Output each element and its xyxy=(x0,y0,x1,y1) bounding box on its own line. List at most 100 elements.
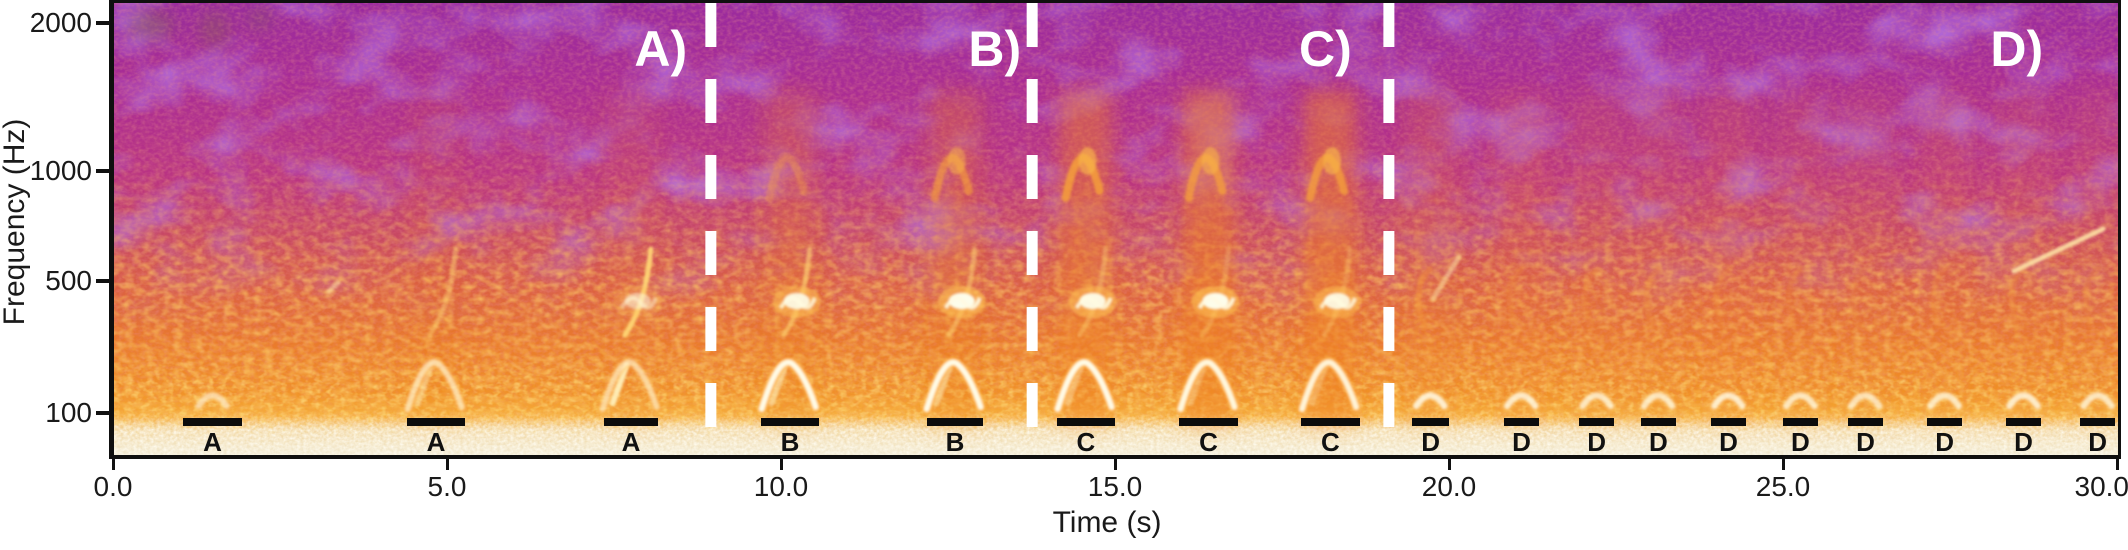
call-mid-arc xyxy=(1415,266,1434,330)
call-arch xyxy=(1504,392,1539,409)
call-chirp xyxy=(427,246,459,338)
call-mid-squiggle xyxy=(619,296,658,310)
y-tick-mark xyxy=(96,410,110,415)
faint-streak xyxy=(1430,254,1462,302)
faint-streak xyxy=(326,280,341,294)
x-tick-label: 20.0 xyxy=(1421,471,1477,502)
x-tick-mark xyxy=(2116,459,2119,470)
call-chirp-low xyxy=(1309,362,1330,406)
call-marker-letter: D xyxy=(1790,427,1810,457)
call-marker-bar xyxy=(1783,418,1818,426)
y-tick-label: 2000 xyxy=(29,6,92,38)
call-arch xyxy=(1783,392,1818,409)
call-marker-letter: C xyxy=(1199,427,1218,457)
call-energy-column xyxy=(1495,91,1548,425)
call-high-blob xyxy=(1078,147,1097,175)
call-energy-column xyxy=(1632,91,1685,425)
call-arch xyxy=(404,359,465,412)
call-arch xyxy=(1579,392,1614,409)
y-tick-mark xyxy=(96,169,110,174)
call-marker-letter: D xyxy=(1512,427,1531,457)
call-mid-squiggle xyxy=(1197,296,1236,310)
call-marker-bar xyxy=(603,418,659,426)
call-mid-squiggle xyxy=(943,296,982,310)
call-mid-squiggle xyxy=(1074,296,1113,310)
call-arch xyxy=(758,359,819,412)
x-tick-mark xyxy=(112,459,115,470)
call-marker-bar xyxy=(1503,418,1540,426)
call-marker-letter: D xyxy=(1587,427,1607,457)
call-arch xyxy=(2006,392,2041,409)
call-chirp-low xyxy=(414,362,435,406)
y-tick-label: 500 xyxy=(45,264,92,296)
call-mid-arc xyxy=(2008,266,2027,330)
call-marker-bar xyxy=(406,418,466,426)
x-axis-label: Time (s) xyxy=(1052,506,1162,539)
call-marker-letter: D xyxy=(2088,427,2108,457)
call-marker-letter: B xyxy=(780,427,800,457)
call-arch xyxy=(599,359,660,412)
x-tick-mark xyxy=(1114,459,1117,470)
call-marker-letter: D xyxy=(1649,427,1668,457)
call-marker-letter: A xyxy=(203,427,222,457)
call-mid-arc xyxy=(1713,266,1732,330)
call-marker-letter: C xyxy=(1076,427,1096,457)
x-tick-label: 30.0 xyxy=(2074,471,2128,502)
call-mid-arc xyxy=(1929,266,1948,330)
call-energy-column xyxy=(1570,91,1623,425)
call-mid-arc xyxy=(1581,266,1600,330)
call-marker-letter: D xyxy=(1856,427,1875,457)
call-chirp-low xyxy=(768,362,789,406)
call-marker-bar xyxy=(1179,418,1238,426)
x-tick-mark xyxy=(1448,459,1451,470)
call-marker-bar xyxy=(183,418,242,426)
call-marker-bar xyxy=(760,418,820,426)
call-marker-bar xyxy=(1927,418,1963,426)
call-marker-letter: D xyxy=(1935,427,1955,457)
call-mid-arc xyxy=(2082,266,2101,330)
call-mid-arc xyxy=(1850,266,1869,330)
call-arch xyxy=(1641,392,1676,409)
call-mid-squiggle xyxy=(1319,296,1357,310)
call-marker-bar xyxy=(1710,418,1747,426)
call-energy-column xyxy=(1774,91,1827,425)
call-high-blob xyxy=(1323,147,1342,175)
call-marker-bar xyxy=(1056,418,1115,426)
call-arch xyxy=(2080,392,2115,409)
call-energy-column xyxy=(1839,91,1892,425)
call-arch xyxy=(1054,359,1115,412)
call-mid-arc xyxy=(1643,266,1662,330)
x-tick-label: 10.0 xyxy=(753,471,809,502)
call-energy-columns xyxy=(409,91,2118,425)
call-arch xyxy=(1711,392,1746,409)
y-tick-mark xyxy=(96,278,110,283)
section-label: B) xyxy=(968,21,1022,77)
y-tick-label: 100 xyxy=(45,396,92,428)
call-marker-letter: A xyxy=(426,427,446,457)
call-marker-letter: A xyxy=(621,427,641,457)
call-chirp-low xyxy=(1064,362,1085,406)
call-arch xyxy=(1413,392,1448,409)
call-marker-letter: C xyxy=(1321,427,1340,457)
call-marker-letter: D xyxy=(1421,427,1441,457)
call-marker-bar xyxy=(1300,418,1361,426)
call-high-blob xyxy=(947,147,966,175)
call-mid-arc xyxy=(1506,266,1525,330)
call-marker-bar xyxy=(1412,418,1449,426)
faint-streak xyxy=(2011,226,2106,274)
call-marker-bar xyxy=(1640,418,1677,426)
x-tick-label: 15.0 xyxy=(1087,471,1143,502)
call-marker-bar xyxy=(2006,418,2041,426)
x-tick-mark xyxy=(1782,459,1785,470)
x-tick-mark xyxy=(446,459,449,470)
call-marker-bar xyxy=(2080,418,2115,426)
call-arch xyxy=(923,359,984,412)
section-label: D) xyxy=(1990,21,2044,77)
call-energy-column xyxy=(1918,91,1971,425)
call-marker-bar xyxy=(1579,418,1614,426)
call-marker-letter: D xyxy=(2014,427,2033,457)
call-chirp-low xyxy=(1187,362,1208,406)
call-marker-bar xyxy=(1847,418,1884,426)
call-arch xyxy=(1177,359,1238,412)
call-arch xyxy=(1848,392,1883,409)
